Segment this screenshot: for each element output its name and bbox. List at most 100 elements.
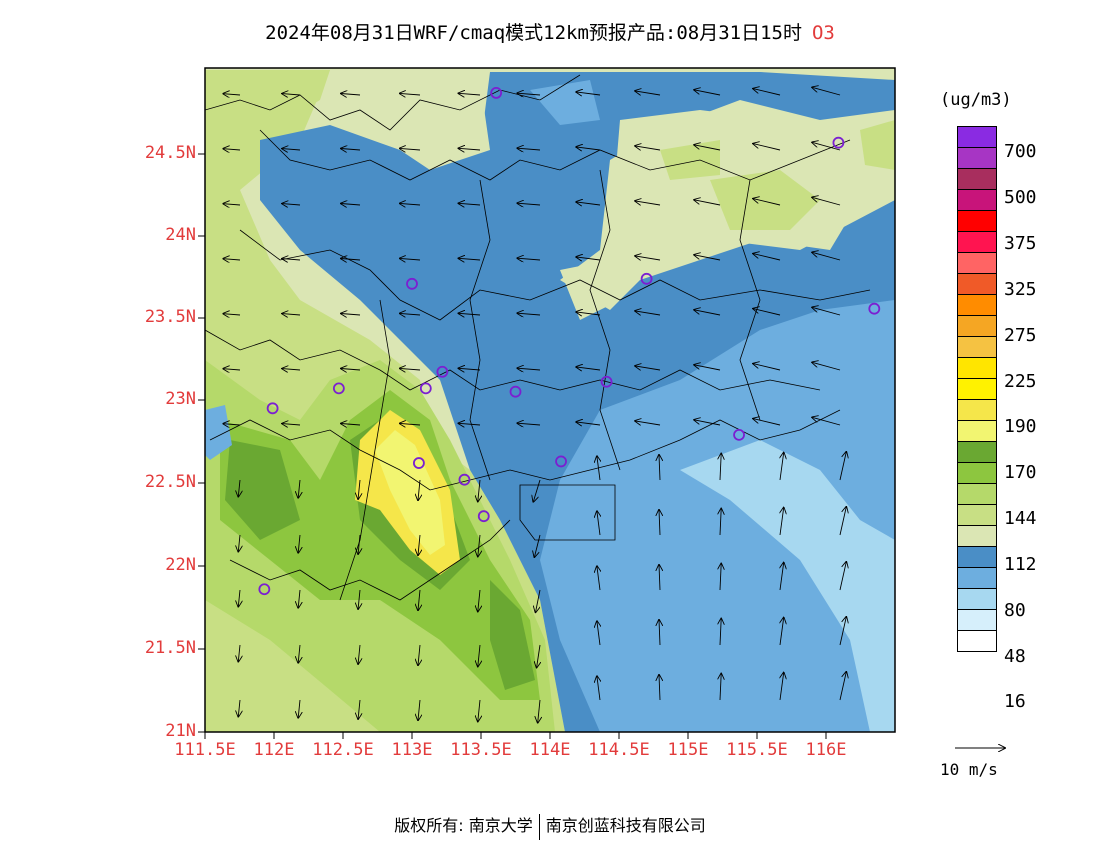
wind-arrow [597, 511, 600, 536]
wind-reference-label: 10 m/s [940, 760, 998, 779]
legend-swatch [957, 147, 997, 169]
wind-arrow [459, 423, 481, 425]
wind-arrow [223, 424, 241, 425]
wind-arrow [341, 259, 361, 261]
wind-arrow [517, 258, 541, 260]
legend-swatch [957, 273, 997, 295]
wind-arrow [839, 617, 846, 646]
wind-arrow [298, 699, 300, 718]
lon-label: 113.5E [450, 740, 512, 760]
wind-arrow [478, 699, 480, 722]
wind-arrow [223, 204, 241, 205]
legend-swatch [957, 504, 997, 526]
legend-swatch [957, 399, 997, 421]
legend-swatch [957, 168, 997, 190]
wind-arrow [478, 644, 480, 667]
wind-arrow [517, 93, 541, 95]
wind-arrow [282, 259, 301, 260]
wind-arrow [780, 453, 784, 481]
legend-label: 700 [1004, 141, 1037, 162]
wind-arrow [517, 313, 541, 315]
station-marker [509, 385, 522, 398]
station-marker [266, 402, 279, 415]
legend-swatch [957, 378, 997, 400]
wind-arrow [635, 256, 661, 260]
wind-arrow [720, 619, 721, 646]
wind-arrow [839, 672, 846, 701]
legend-label: 80 [1004, 600, 1026, 621]
lat-label: 24.5N [144, 143, 196, 163]
wind-arrow [341, 204, 361, 206]
wind-arrow [720, 454, 721, 481]
wind-vectors [223, 87, 846, 722]
wind-arrow [537, 644, 540, 668]
legend-swatch [957, 357, 997, 379]
unit-label: (ug/m3) [940, 90, 1012, 110]
wind-arrow [533, 479, 541, 502]
wind-arrow [358, 644, 360, 664]
wind-arrow [659, 510, 660, 536]
wind-arrow [223, 259, 241, 260]
legend-label: 112 [1004, 554, 1037, 575]
legend-swatch [957, 588, 997, 610]
wind-arrow [418, 699, 420, 720]
wind-arrow [282, 204, 301, 205]
legend-swatch [957, 546, 997, 568]
wind-arrow [459, 258, 481, 260]
lat-label: 21N [165, 721, 196, 741]
legend-swatch [957, 420, 997, 442]
lon-label: 112.5E [312, 740, 374, 760]
wind-arrow [238, 699, 240, 717]
wind-arrow [341, 149, 361, 151]
wind-arrow [780, 618, 784, 646]
lon-label: 114.5E [588, 740, 650, 760]
wind-arrow [597, 621, 600, 646]
station-marker [477, 510, 490, 523]
lat-label: 23N [165, 389, 196, 409]
station-marker [412, 457, 425, 469]
wind-arrow [341, 94, 361, 96]
legend-swatch [957, 630, 997, 652]
wind-arrow [418, 589, 420, 610]
footer-left: 版权所有: 南京大学 [394, 816, 533, 835]
wind-arrow [418, 644, 420, 665]
lat-label: 24N [165, 225, 196, 245]
wind-arrow [282, 149, 301, 150]
wind-arrow [517, 148, 541, 150]
legend-label: 325 [1004, 279, 1037, 300]
wind-arrow [400, 258, 421, 260]
wind-arrow [298, 534, 300, 553]
wind-arrow [576, 92, 601, 95]
legend-label: 144 [1004, 508, 1037, 529]
lon-label: 111.5E [174, 740, 236, 760]
wind-arrow [659, 455, 660, 481]
chart-title: 2024年08月31日WRF/cmaq模式12km预报产品:08月31日15时 O… [0, 18, 1100, 45]
wind-arrow [298, 644, 300, 663]
wind-arrow [478, 534, 480, 557]
wind-arrow [812, 87, 841, 96]
wind-arrow [459, 148, 481, 150]
station-marker [832, 136, 845, 149]
legend-swatch [957, 462, 997, 484]
wind-arrow [459, 368, 481, 370]
wind-arrow [720, 509, 721, 536]
legend-swatch [957, 294, 997, 316]
wind-arrow [298, 589, 300, 608]
wind-arrow [358, 699, 360, 719]
station-marker [258, 583, 271, 596]
wind-arrow [478, 589, 480, 612]
wind-arrow [358, 589, 360, 609]
wind-arrow [780, 673, 784, 701]
wind-arrow [341, 369, 361, 371]
station-marker [600, 375, 613, 388]
station-marker [332, 382, 345, 395]
title-main: 2024年08月31日WRF/cmaq模式12km预报产品:08月31日15时 [265, 22, 802, 44]
wind-arrow [223, 94, 241, 95]
wind-arrow [753, 364, 781, 371]
wind-arrow [400, 313, 421, 315]
wind-arrow [478, 479, 480, 502]
legend-swatch [957, 189, 997, 211]
wind-arrow [238, 479, 240, 497]
legend-swatch [957, 441, 997, 463]
